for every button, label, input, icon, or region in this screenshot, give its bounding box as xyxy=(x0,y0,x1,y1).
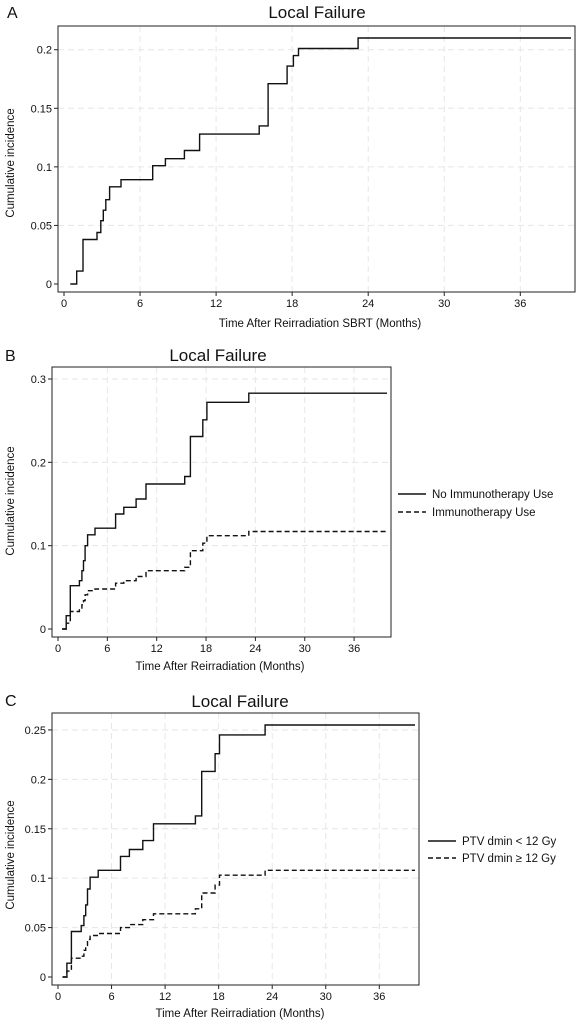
panel-a-y-tick-label: 0 xyxy=(46,279,52,291)
panel-a-y-tick-label: 0.2 xyxy=(37,45,52,57)
panel-a-x-axis-label: Time After Reirradiation SBRT (Months) xyxy=(219,318,422,330)
panel-b-y-tick-label: 0.3 xyxy=(31,374,46,386)
panel-a-y-tick-label: 0.05 xyxy=(31,220,52,232)
panel-a-series-solid-line xyxy=(70,37,571,285)
panel-c-y-axis-label: Cumulative incidence xyxy=(5,800,17,909)
panel-c-legend: PTV dmin < 12 Gy PTV dmin ≥ 12 Gy xyxy=(428,836,557,865)
panel-a-x-tick-label: 30 xyxy=(438,298,450,310)
panel-a-y-tick-label: 0.15 xyxy=(31,103,52,115)
panel-c-legend-label-2: PTV dmin ≥ 12 Gy xyxy=(462,853,556,865)
panel-a-x-tick-label: 0 xyxy=(61,298,67,310)
panel-c-y-tick-label: 0.15 xyxy=(25,824,46,836)
panel-a-plot-frame xyxy=(57,25,576,293)
panel-c-legend-label-1: PTV dmin < 12 Gy xyxy=(462,836,557,848)
panel-c-series-dashed-line xyxy=(62,869,415,978)
panel-b-y-tick-label: 0 xyxy=(40,624,46,636)
panel-c-y-tick-label: 0 xyxy=(40,972,46,984)
panel-b-y-tick-label: 0.2 xyxy=(31,457,46,469)
panel-a-gridlines xyxy=(58,26,575,292)
panel-b-legend: No Immunotherapy Use Immunotherapy Use xyxy=(398,489,553,519)
panel-b-x-tick-label: 0 xyxy=(55,643,61,655)
panel-b-x-axis-label: Time After Reirradiation (Months) xyxy=(136,661,305,673)
panel-b-x-tick-label: 30 xyxy=(299,643,311,655)
panel-b-title: Local Failure xyxy=(169,346,266,365)
panel-letter-c: C xyxy=(5,693,17,710)
panel-c-plot-frame xyxy=(51,712,420,986)
panel-letter-a: A xyxy=(7,5,18,22)
panel-b-y-tick-label: 0.1 xyxy=(31,541,46,553)
panel-c-x-axis-label: Time After Reirradiation (Months) xyxy=(156,1008,325,1020)
panel-letter-b: B xyxy=(5,348,16,365)
panel-c-x-tick-label: 12 xyxy=(159,991,171,1003)
panel-b-legend-label-2: Immunotherapy Use xyxy=(432,507,536,519)
panel-b-legend-label-1: No Immunotherapy Use xyxy=(432,489,553,501)
panel-a-x-tick-label: 12 xyxy=(210,298,222,310)
panel-a-x-tick-label: 36 xyxy=(514,298,526,310)
panel-b-series-solid-line xyxy=(62,392,387,630)
panel-b: B Local Failure Time After Reirradiation… xyxy=(5,346,553,673)
panel-a-title: Local Failure xyxy=(268,3,365,22)
panel-c-x-tick-label: 36 xyxy=(373,991,385,1003)
panel-b-x-tick-label: 12 xyxy=(151,643,163,655)
panel-b-x-tick-label: 24 xyxy=(249,643,261,655)
panel-a-y-tick-label: 0.1 xyxy=(37,162,52,174)
panel-b-y-axis-label: Cumulative incidence xyxy=(5,446,17,555)
panel-a-x-tick-label: 18 xyxy=(286,298,298,310)
panel-b-x-tick-label: 6 xyxy=(104,643,110,655)
panel-a-x-tick-label: 24 xyxy=(362,298,374,310)
panel-c-y-tick-label: 0.2 xyxy=(31,774,46,786)
panel-c: C Local Failure Time After Reirradiation… xyxy=(5,692,557,1020)
panel-a-y-axis-label: Cumulative incidence xyxy=(5,108,17,217)
panel-b-x-tick-label: 18 xyxy=(200,643,212,655)
panel-c-x-tick-label: 0 xyxy=(55,991,61,1003)
panel-b-x-tick-label: 36 xyxy=(348,643,360,655)
panel-b-gridlines xyxy=(52,367,391,637)
panel-a: A Local Failure Time After Reirradiation… xyxy=(5,3,576,330)
panel-c-gridlines xyxy=(52,713,419,985)
panel-c-y-tick-label: 0.25 xyxy=(25,725,46,737)
panel-c-x-tick-label: 6 xyxy=(108,991,114,1003)
panel-c-title: Local Failure xyxy=(191,692,288,711)
panel-a-x-tick-label: 6 xyxy=(137,298,143,310)
panel-c-series-solid-line xyxy=(62,724,415,978)
panel-b-series-dashed-line xyxy=(62,530,387,630)
panel-c-x-tick-label: 18 xyxy=(213,991,225,1003)
panel-c-x-tick-label: 30 xyxy=(320,991,332,1003)
panel-b-plot-frame xyxy=(51,366,392,638)
panel-c-y-tick-label: 0.05 xyxy=(25,923,46,935)
panel-c-x-tick-label: 24 xyxy=(266,991,278,1003)
panel-c-y-tick-label: 0.1 xyxy=(31,873,46,885)
